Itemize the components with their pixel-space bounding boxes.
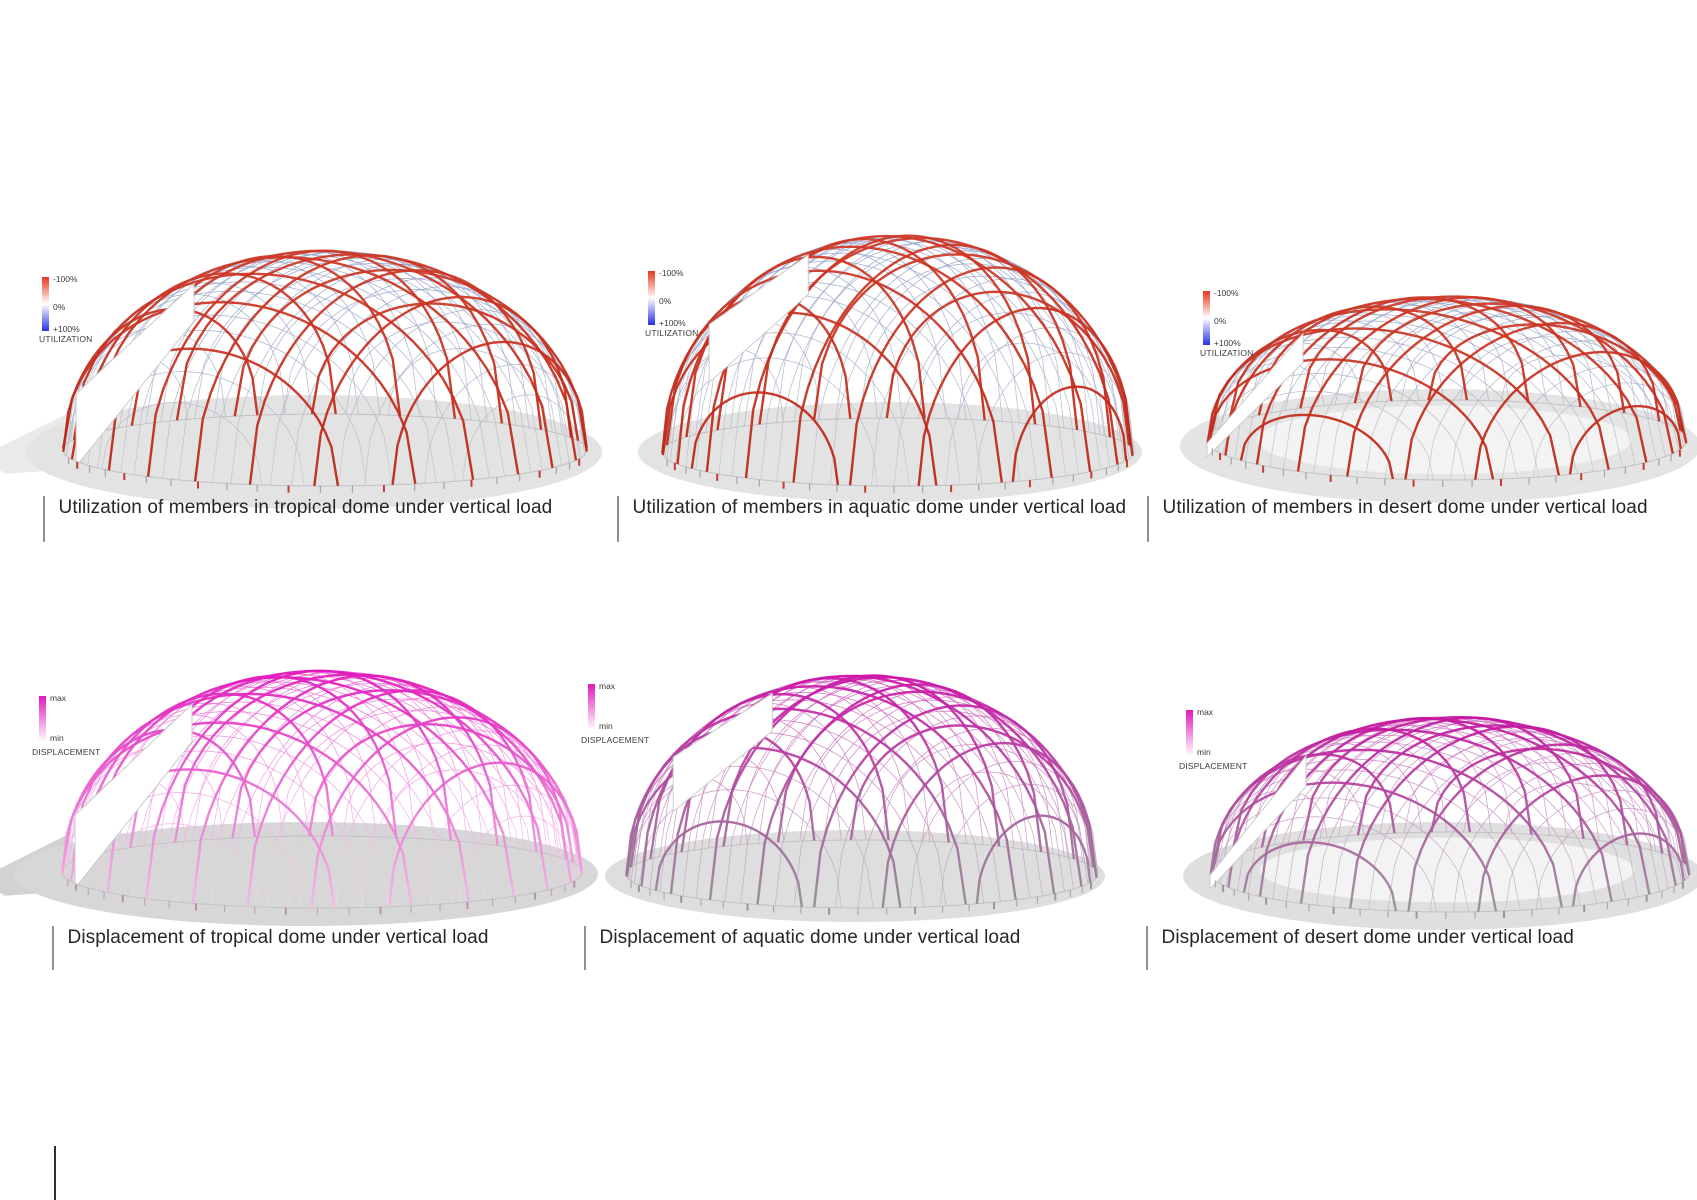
dome-utilization-render-1	[638, 234, 1142, 502]
utilization-colorbar	[1203, 291, 1210, 345]
ground-shadow	[605, 830, 1105, 922]
entrance-opening	[1206, 332, 1304, 458]
entrance-opening	[708, 253, 809, 384]
caption-utilization-desert: Utilization of members in desert dome un…	[1147, 496, 1648, 542]
caption-text: Utilization of members in tropical dome …	[58, 497, 553, 518]
caption-text: Utilization of members in aquatic dome u…	[632, 497, 1127, 518]
legend-label-bottom: +100%	[53, 324, 80, 334]
legend-label-mid: 0%	[53, 302, 66, 312]
displacement-colorbar	[39, 696, 46, 742]
caption-tick	[1147, 496, 1149, 542]
displacement-colorbar	[1186, 710, 1193, 756]
caption-tick	[43, 496, 45, 542]
dome-displacement-render-5	[1183, 715, 1697, 930]
caption-displacement-desert: Displacement of desert dome under vertic…	[1146, 926, 1574, 970]
caption-utilization-aquatic: Utilization of members in aquatic dome u…	[617, 496, 1126, 542]
caption-text: Utilization of members in desert dome un…	[1162, 497, 1648, 518]
legend-title: UTILIZATION	[1200, 348, 1254, 358]
legend-label-top: -100%	[53, 274, 78, 284]
caption-tick	[617, 496, 619, 542]
legend-label-max: max	[1197, 707, 1214, 717]
dome-floor	[1259, 837, 1635, 903]
entrance-opening	[75, 282, 195, 468]
dome-utilization-render-0	[0, 249, 602, 509]
legend-title: DISPLACEMENT	[32, 747, 101, 757]
legend-label-top: -100%	[1214, 288, 1239, 298]
dome-displacement-render-3	[0, 669, 598, 926]
entrance-opening	[672, 692, 773, 813]
legend-label-bottom: +100%	[1214, 338, 1241, 348]
utilization-colorbar	[648, 271, 655, 325]
caption-utilization-tropical: Utilization of members in tropical dome …	[43, 496, 552, 542]
ground-shadow	[638, 402, 1142, 502]
entrance-opening	[1209, 754, 1307, 891]
legend-title: DISPLACEMENT	[1179, 761, 1248, 771]
caption-text: Displacement of aquatic dome under verti…	[599, 927, 1021, 948]
page-margin-mark	[54, 1146, 56, 1200]
legend-label-mid: 0%	[659, 296, 672, 306]
entrance-opening	[74, 702, 193, 890]
dome-displacement-render-4	[605, 674, 1105, 922]
legend-title: UTILIZATION	[39, 334, 93, 344]
caption-text: Displacement of tropical dome under vert…	[67, 927, 489, 948]
caption-tick	[1146, 926, 1148, 970]
legend-label-mid: 0%	[1214, 316, 1227, 326]
legend-label-bottom: +100%	[659, 318, 686, 328]
caption-displacement-tropical: Displacement of tropical dome under vert…	[52, 926, 489, 970]
caption-tick	[52, 926, 54, 970]
legend-label-min: min	[1197, 747, 1211, 757]
legend-label-min: min	[50, 733, 64, 743]
legend-label-max: max	[50, 693, 67, 703]
legend-title: UTILIZATION	[645, 328, 699, 338]
displacement-colorbar	[588, 684, 595, 730]
utilization-colorbar	[42, 277, 49, 331]
legend-label-max: max	[599, 681, 616, 691]
legend-title: DISPLACEMENT	[581, 735, 650, 745]
caption-text: Displacement of desert dome under vertic…	[1161, 927, 1574, 948]
legend-label-min: min	[599, 721, 613, 731]
dome-utilization-render-2	[1180, 295, 1697, 503]
legend-label-top: -100%	[659, 268, 684, 278]
caption-displacement-aquatic: Displacement of aquatic dome under verti…	[584, 926, 1020, 970]
caption-tick	[584, 926, 586, 970]
